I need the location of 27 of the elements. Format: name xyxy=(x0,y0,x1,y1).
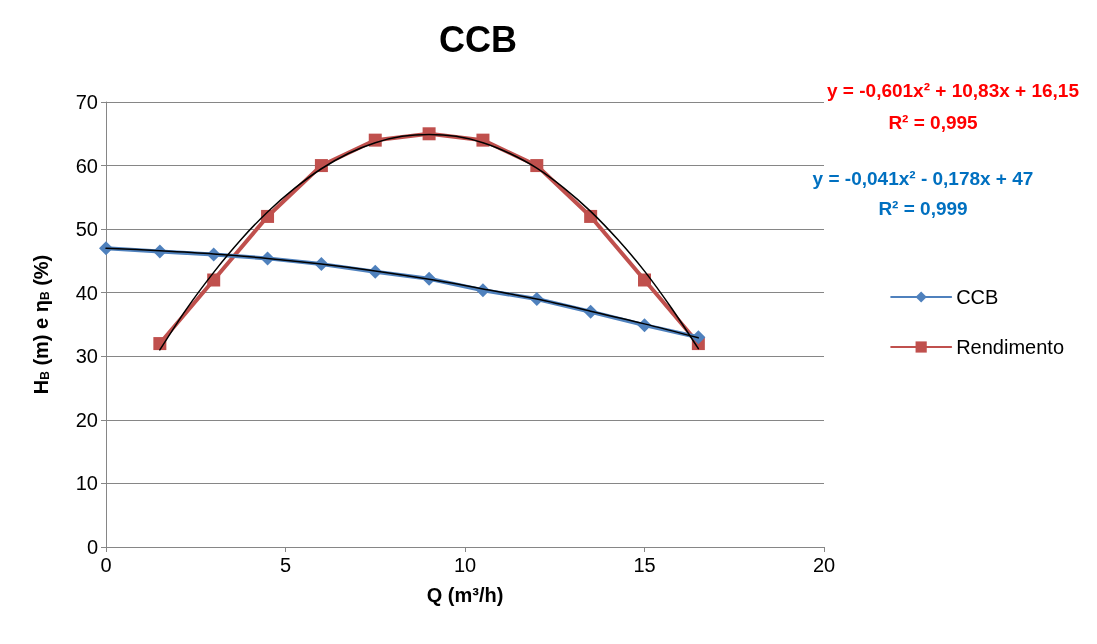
y-tick-label: 20 xyxy=(75,408,98,431)
legend-label: Rendimento xyxy=(956,336,1064,358)
text: R² = 0,999 xyxy=(878,197,968,219)
y-axis-title: HB (m) e ηB (%) xyxy=(30,254,52,395)
x-axis-title: Q (m³/h) xyxy=(426,584,504,606)
x-tick-label: 10 xyxy=(453,554,477,576)
x-tick-label: 0 xyxy=(100,554,112,576)
y-tick-label: 70 xyxy=(75,91,98,113)
point xyxy=(207,273,221,287)
text: R² = 0,995 xyxy=(888,111,979,133)
y-tick-label: 30 xyxy=(75,345,98,368)
point xyxy=(584,209,598,223)
annotation: y = -0,041x² - 0,178x + 47 xyxy=(812,167,1034,189)
legend-label: CCB xyxy=(956,286,999,308)
y-tick-label: 0 xyxy=(86,536,98,558)
chart-title: CCB xyxy=(439,18,517,60)
point xyxy=(422,127,436,141)
x-tick-label: 15 xyxy=(633,554,656,576)
y-tick-label: 50 xyxy=(75,218,98,241)
text: y = -0,601x² + 10,83x + 16,15 xyxy=(827,79,1080,101)
point xyxy=(638,273,651,287)
y-tick-label: 60 xyxy=(75,154,98,177)
point xyxy=(99,241,113,256)
x-tick-label: 5 xyxy=(279,554,292,576)
y-tick-label: 40 xyxy=(75,281,98,304)
x-tick-label: 20 xyxy=(812,554,836,576)
y-tick-label: 10 xyxy=(75,472,98,495)
